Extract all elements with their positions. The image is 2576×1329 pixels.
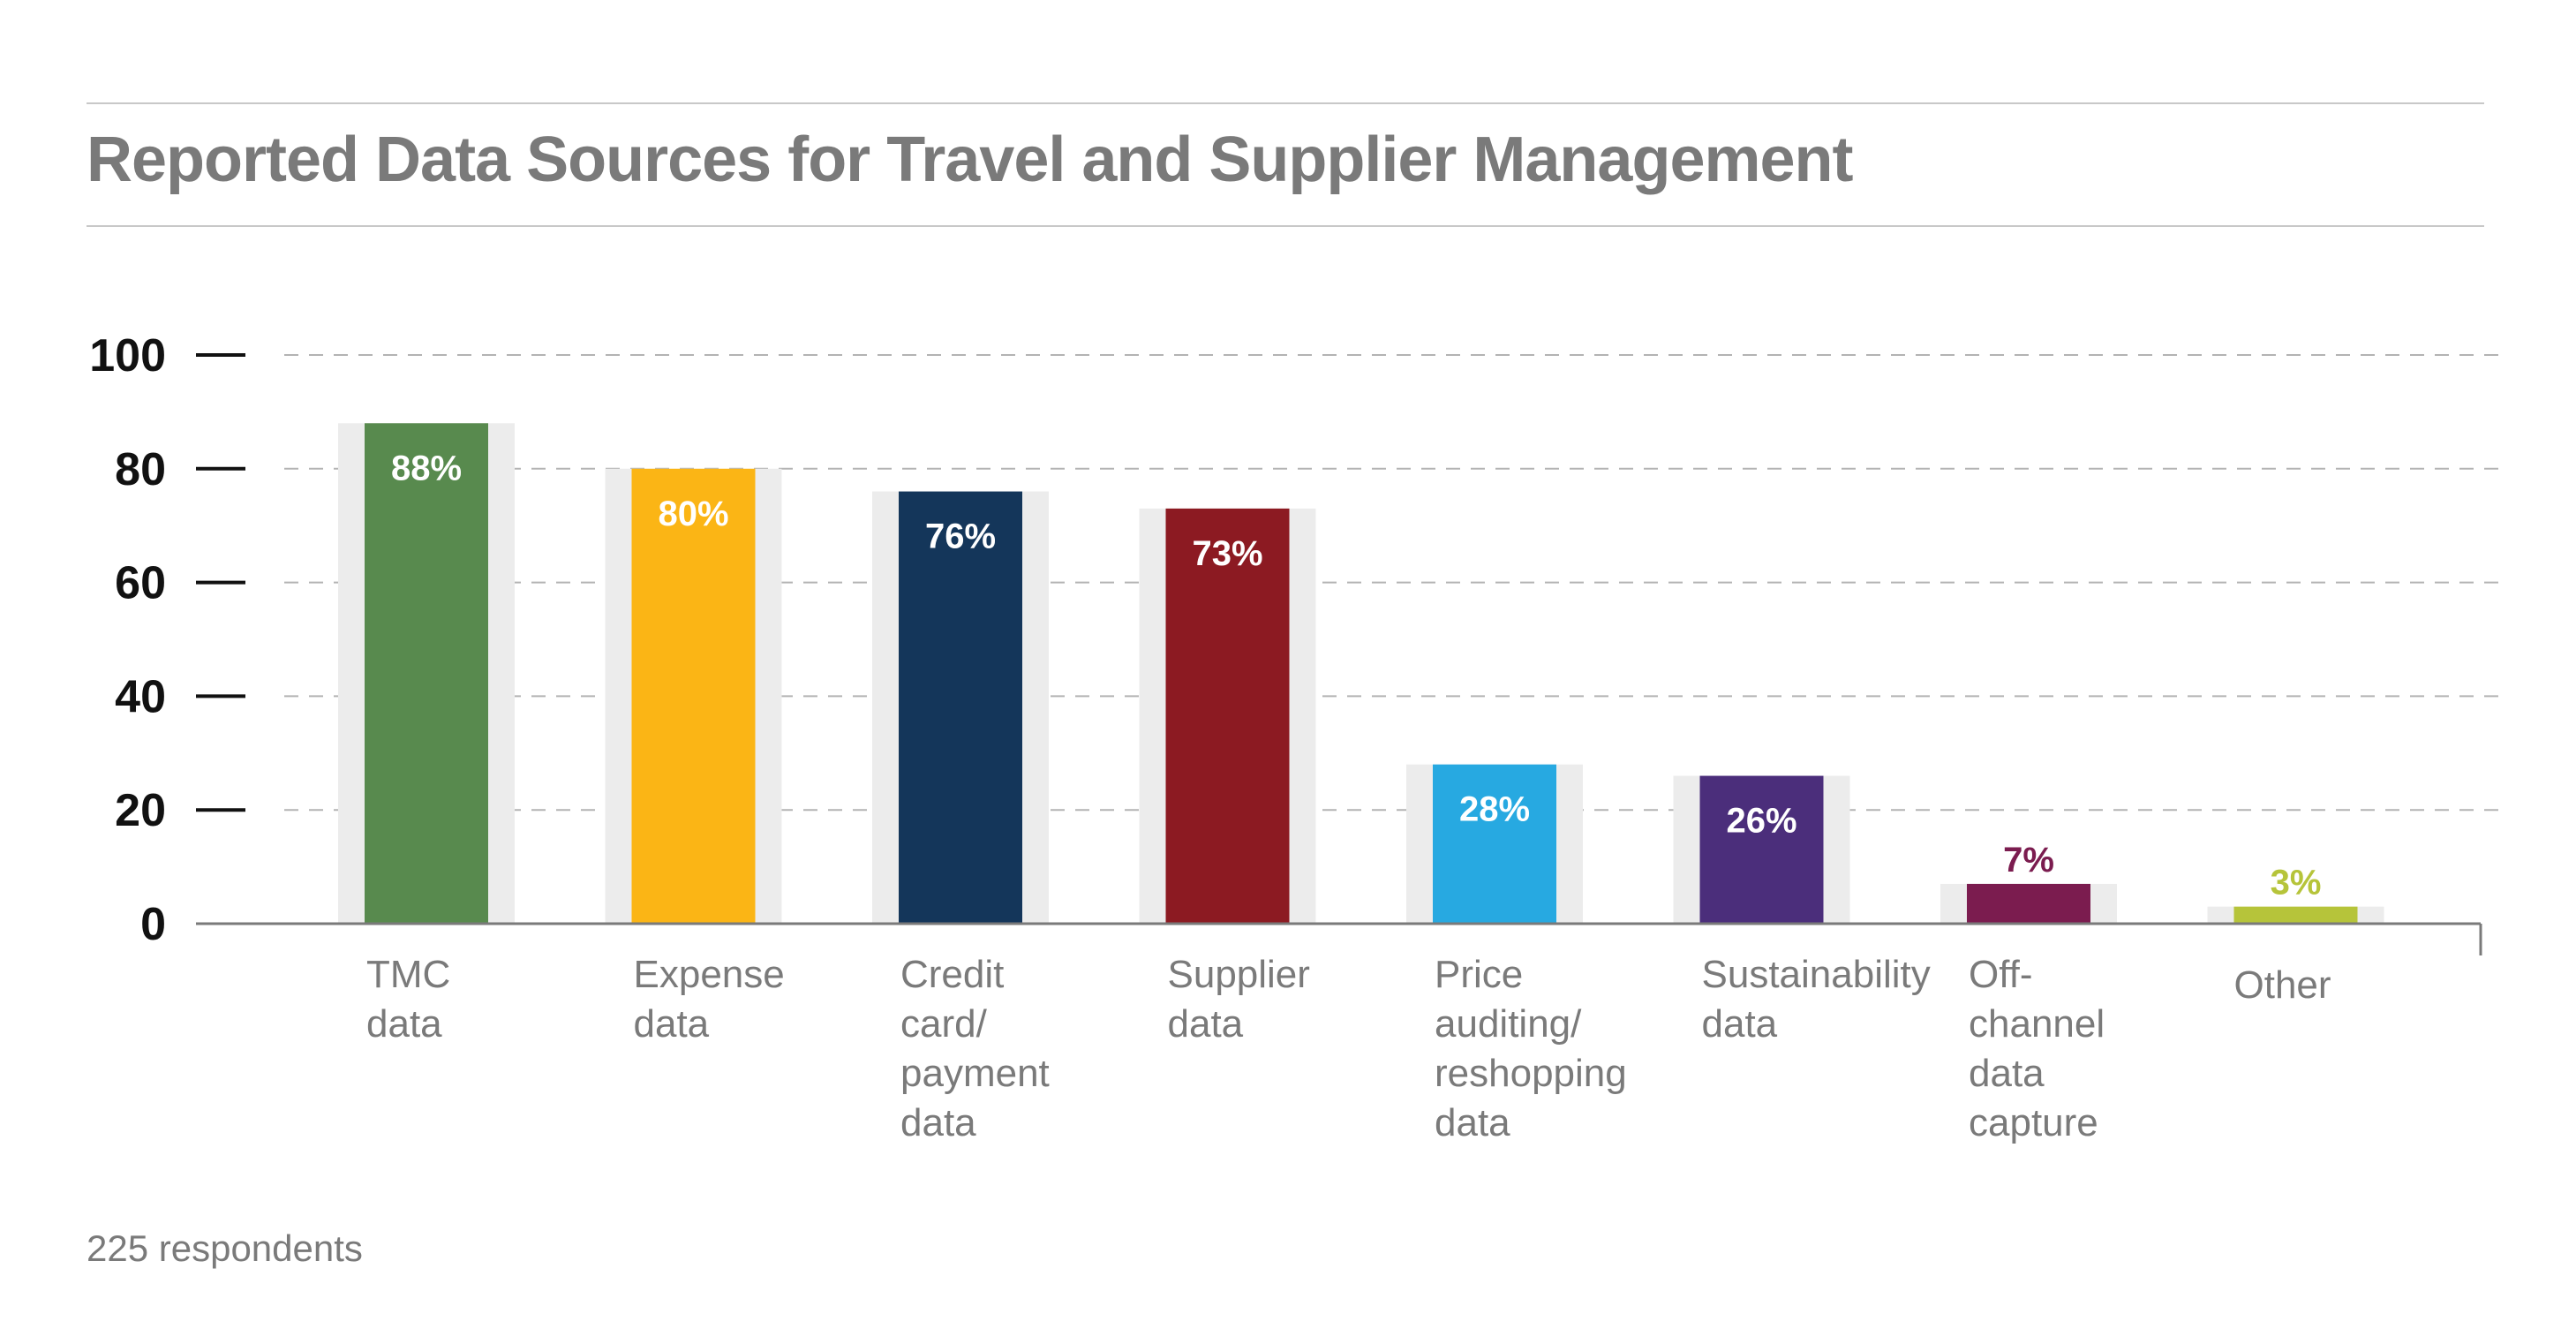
category-label: card/ [900, 1002, 988, 1046]
chart-title: Reported Data Sources for Travel and Sup… [87, 125, 1853, 195]
bar [1699, 775, 1824, 924]
category-label: data [1702, 1002, 1778, 1046]
category-label: payment [900, 1052, 1050, 1095]
bar [1433, 764, 1556, 924]
category-label: capture [1969, 1101, 2098, 1144]
bar-value-label: 80% [658, 495, 728, 533]
bar [1165, 508, 1290, 924]
category-label: Price [1435, 953, 1523, 996]
bar [899, 491, 1022, 924]
category-label: data [1969, 1052, 2045, 1095]
category-label: data [1435, 1101, 1510, 1144]
bar-value-label: 76% [925, 517, 996, 556]
y-tick-label-80: 80 [115, 444, 166, 495]
category-label: Sustainability [1702, 953, 1931, 996]
category-label: data [900, 1101, 976, 1144]
y-tick-label-100: 100 [89, 330, 166, 381]
bar-value-label: 28% [1459, 790, 1530, 829]
y-tick-label-60: 60 [115, 558, 166, 609]
y-tick-label-0: 0 [140, 899, 166, 950]
category-label: data [366, 1002, 442, 1046]
bar [631, 468, 756, 924]
bar-value-label: 73% [1192, 534, 1262, 573]
bar-value-label: 88% [391, 449, 462, 487]
bar-value-label: 26% [1726, 802, 1796, 841]
bar [365, 423, 488, 924]
category-label: Off- [1969, 953, 2033, 996]
bar-value-label: 7% [2003, 841, 2054, 880]
bar [2233, 906, 2358, 924]
category-label: Credit [900, 953, 1004, 996]
category-label: auditing/ [1435, 1002, 1582, 1046]
category-label: channel [1969, 1002, 2105, 1046]
y-tick-label-20: 20 [115, 785, 166, 836]
category-label: data [634, 1002, 710, 1046]
category-label: Other [2234, 963, 2331, 1007]
title-top-rule [87, 102, 2484, 104]
y-tick-label-40: 40 [115, 671, 166, 722]
category-label: reshopping [1435, 1052, 1627, 1095]
respondents-footnote: 225 respondents [87, 1227, 363, 1269]
category-label: data [1168, 1002, 1244, 1046]
category-label: Expense [634, 953, 785, 996]
bar [1967, 883, 2090, 924]
bar-value-label: 3% [2271, 864, 2322, 902]
category-label: Supplier [1168, 953, 1310, 996]
title-bottom-rule [87, 225, 2484, 227]
category-label: TMC [366, 953, 450, 996]
